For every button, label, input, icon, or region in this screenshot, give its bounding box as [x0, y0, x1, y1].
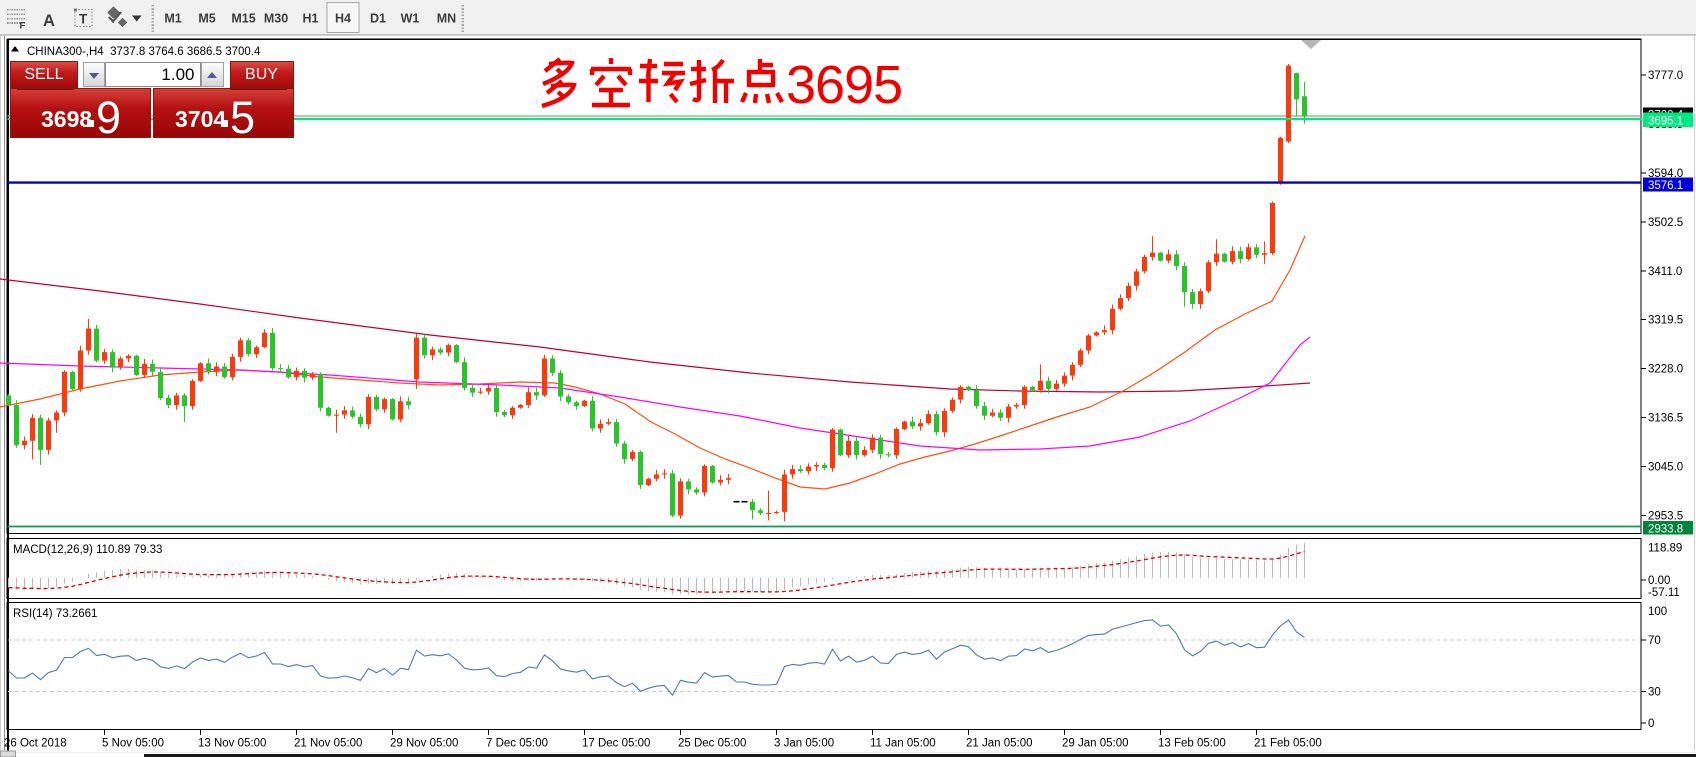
svg-text:3777.0: 3777.0 — [1648, 70, 1683, 82]
svg-text:H1: H1 — [303, 12, 319, 26]
svg-text:3045.0: 3045.0 — [1648, 462, 1683, 474]
svg-text:0.00: 0.00 — [1648, 575, 1670, 587]
svg-text:3594.0: 3594.0 — [1648, 168, 1683, 180]
svg-text:70: 70 — [1648, 635, 1661, 647]
svg-text:D1: D1 — [370, 12, 386, 26]
svg-text:M30: M30 — [264, 12, 288, 26]
svg-text:3411.0: 3411.0 — [1648, 266, 1682, 278]
svg-text:26 Oct 2018: 26 Oct 2018 — [4, 738, 67, 750]
svg-text:13 Nov 05:00: 13 Nov 05:00 — [198, 738, 266, 750]
svg-text:3319.5: 3319.5 — [1648, 315, 1683, 327]
svg-text:17 Dec 05:00: 17 Dec 05:00 — [582, 738, 650, 750]
svg-text:2933.8: 2933.8 — [1648, 523, 1683, 535]
svg-text:5 Nov 05:00: 5 Nov 05:00 — [102, 738, 164, 750]
svg-text:21 Feb 05:00: 21 Feb 05:00 — [1254, 738, 1322, 750]
svg-text:30: 30 — [1648, 687, 1661, 699]
svg-text:3136.5: 3136.5 — [1648, 413, 1683, 425]
svg-text:13 Feb 05:00: 13 Feb 05:00 — [1158, 738, 1226, 750]
svg-text:MACD(12,26,9) 110.89 79.33: MACD(12,26,9) 110.89 79.33 — [13, 544, 162, 556]
svg-text:118.89: 118.89 — [1648, 543, 1682, 555]
svg-text:MN: MN — [437, 12, 456, 26]
svg-text:100: 100 — [1648, 606, 1667, 618]
svg-text:25 Dec 05:00: 25 Dec 05:00 — [678, 738, 746, 750]
svg-text:-57.11: -57.11 — [1648, 587, 1680, 599]
svg-text:RSI(14) 73.2661: RSI(14) 73.2661 — [13, 608, 97, 620]
svg-text:CHINA300-,H4 3737.8 3764.6 36: CHINA300-,H4 3737.8 3764.6 3686.5 3700.4 — [27, 46, 261, 58]
svg-text:11 Jan 05:00: 11 Jan 05:00 — [870, 738, 936, 750]
svg-text:3502.5: 3502.5 — [1648, 217, 1683, 229]
svg-text:M5: M5 — [198, 12, 215, 26]
svg-text:29 Jan 05:00: 29 Jan 05:00 — [1062, 738, 1129, 750]
svg-text:3 Jan 05:00: 3 Jan 05:00 — [774, 738, 834, 750]
svg-text:M15: M15 — [231, 12, 255, 26]
svg-text:3695.1: 3695.1 — [1648, 115, 1683, 127]
svg-text:29 Nov 05:00: 29 Nov 05:00 — [390, 738, 458, 750]
svg-text:A: A — [43, 12, 55, 30]
svg-text:0: 0 — [1648, 718, 1654, 730]
svg-text:3695: 3695 — [786, 55, 902, 115]
svg-text:T: T — [79, 12, 88, 27]
svg-text:H4: H4 — [335, 12, 351, 26]
svg-text:2953.5: 2953.5 — [1648, 510, 1683, 522]
svg-text:3228.0: 3228.0 — [1648, 364, 1683, 376]
svg-text:21 Jan 05:00: 21 Jan 05:00 — [966, 738, 1033, 750]
svg-text:F: F — [20, 21, 26, 32]
svg-text:3576.1: 3576.1 — [1648, 180, 1683, 192]
svg-text:M1: M1 — [164, 12, 181, 26]
svg-text:21 Nov 05:00: 21 Nov 05:00 — [294, 738, 362, 750]
svg-text:7 Dec 05:00: 7 Dec 05:00 — [486, 738, 548, 750]
svg-text:W1: W1 — [401, 12, 420, 26]
